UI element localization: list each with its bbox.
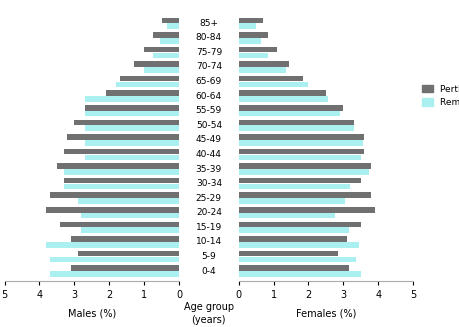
Bar (239, 91, 326, 96)
Bar (120, 76, 179, 81)
Bar (239, 236, 347, 242)
Text: 5-9: 5-9 (202, 252, 216, 261)
Bar (85, 105, 179, 111)
Bar (153, 32, 179, 38)
Bar (50, 257, 179, 262)
Bar (239, 76, 303, 81)
Text: (years): (years) (191, 316, 226, 325)
Bar (153, 53, 179, 58)
Text: 80-84: 80-84 (196, 33, 222, 43)
Bar (61, 222, 179, 227)
Bar (71, 265, 179, 271)
Bar (85, 126, 179, 131)
Bar (71, 236, 179, 242)
Bar (134, 61, 179, 67)
Bar (85, 155, 179, 160)
Text: 35-39: 35-39 (196, 164, 222, 174)
Bar (46, 207, 179, 213)
Text: 30-34: 30-34 (196, 179, 222, 188)
Bar (74, 120, 179, 125)
Bar (239, 32, 269, 38)
Bar (46, 242, 179, 248)
Bar (160, 38, 179, 43)
Text: 60-64: 60-64 (196, 92, 222, 101)
Text: 70-74: 70-74 (196, 62, 222, 72)
Bar (239, 134, 364, 140)
Text: 45-49: 45-49 (196, 135, 222, 144)
Bar (239, 228, 348, 233)
Text: 0-4: 0-4 (202, 267, 216, 276)
Bar (239, 53, 269, 58)
Bar (239, 24, 256, 29)
Bar (239, 271, 361, 277)
Text: Age group: Age group (184, 302, 234, 312)
Bar (64, 169, 179, 175)
Bar (239, 184, 350, 189)
Bar (239, 47, 277, 52)
Bar (239, 163, 371, 169)
Legend: Perth SD, Remainder of State: Perth SD, Remainder of State (422, 85, 459, 107)
Bar (239, 178, 361, 183)
Bar (81, 213, 179, 218)
Text: 10-14: 10-14 (196, 237, 222, 246)
Bar (239, 265, 348, 271)
Text: 20-24: 20-24 (196, 208, 222, 217)
Text: 75-79: 75-79 (196, 48, 222, 57)
Bar (239, 251, 338, 256)
Bar (116, 82, 179, 87)
Bar (239, 155, 361, 160)
Bar (85, 111, 179, 116)
Bar (239, 105, 343, 111)
Bar (239, 111, 340, 116)
Bar (239, 120, 354, 125)
Bar (239, 169, 369, 175)
Bar (64, 184, 179, 189)
Bar (239, 222, 361, 227)
Text: 55-59: 55-59 (196, 106, 222, 115)
Bar (239, 207, 375, 213)
Bar (67, 134, 179, 140)
Bar (162, 18, 179, 23)
Bar (239, 213, 335, 218)
Bar (239, 149, 364, 154)
Bar (81, 228, 179, 233)
Bar (57, 163, 179, 169)
Bar (106, 91, 179, 96)
Bar (144, 67, 179, 73)
Bar (239, 140, 363, 146)
Bar (239, 82, 308, 87)
Text: 25-29: 25-29 (196, 194, 222, 203)
Bar (85, 96, 179, 102)
Bar (239, 126, 354, 131)
Bar (64, 178, 179, 183)
Bar (50, 193, 179, 198)
Bar (144, 47, 179, 52)
Bar (50, 271, 179, 277)
Bar (239, 18, 263, 23)
Text: 15-19: 15-19 (196, 223, 222, 232)
Text: 65-69: 65-69 (196, 77, 222, 86)
Bar (85, 140, 179, 146)
Bar (239, 38, 261, 43)
Text: 85+: 85+ (199, 19, 218, 28)
Text: 40-44: 40-44 (196, 150, 222, 159)
Text: Females (%): Females (%) (296, 309, 356, 319)
Bar (239, 96, 328, 102)
Bar (239, 198, 345, 204)
Text: Males (%): Males (%) (67, 309, 116, 319)
Text: 50-54: 50-54 (196, 121, 222, 130)
Bar (78, 251, 179, 256)
Bar (167, 24, 179, 29)
Bar (64, 149, 179, 154)
Bar (239, 257, 356, 262)
Bar (239, 67, 286, 73)
Bar (239, 242, 359, 248)
Bar (239, 61, 289, 67)
Bar (239, 193, 371, 198)
Bar (78, 198, 179, 204)
